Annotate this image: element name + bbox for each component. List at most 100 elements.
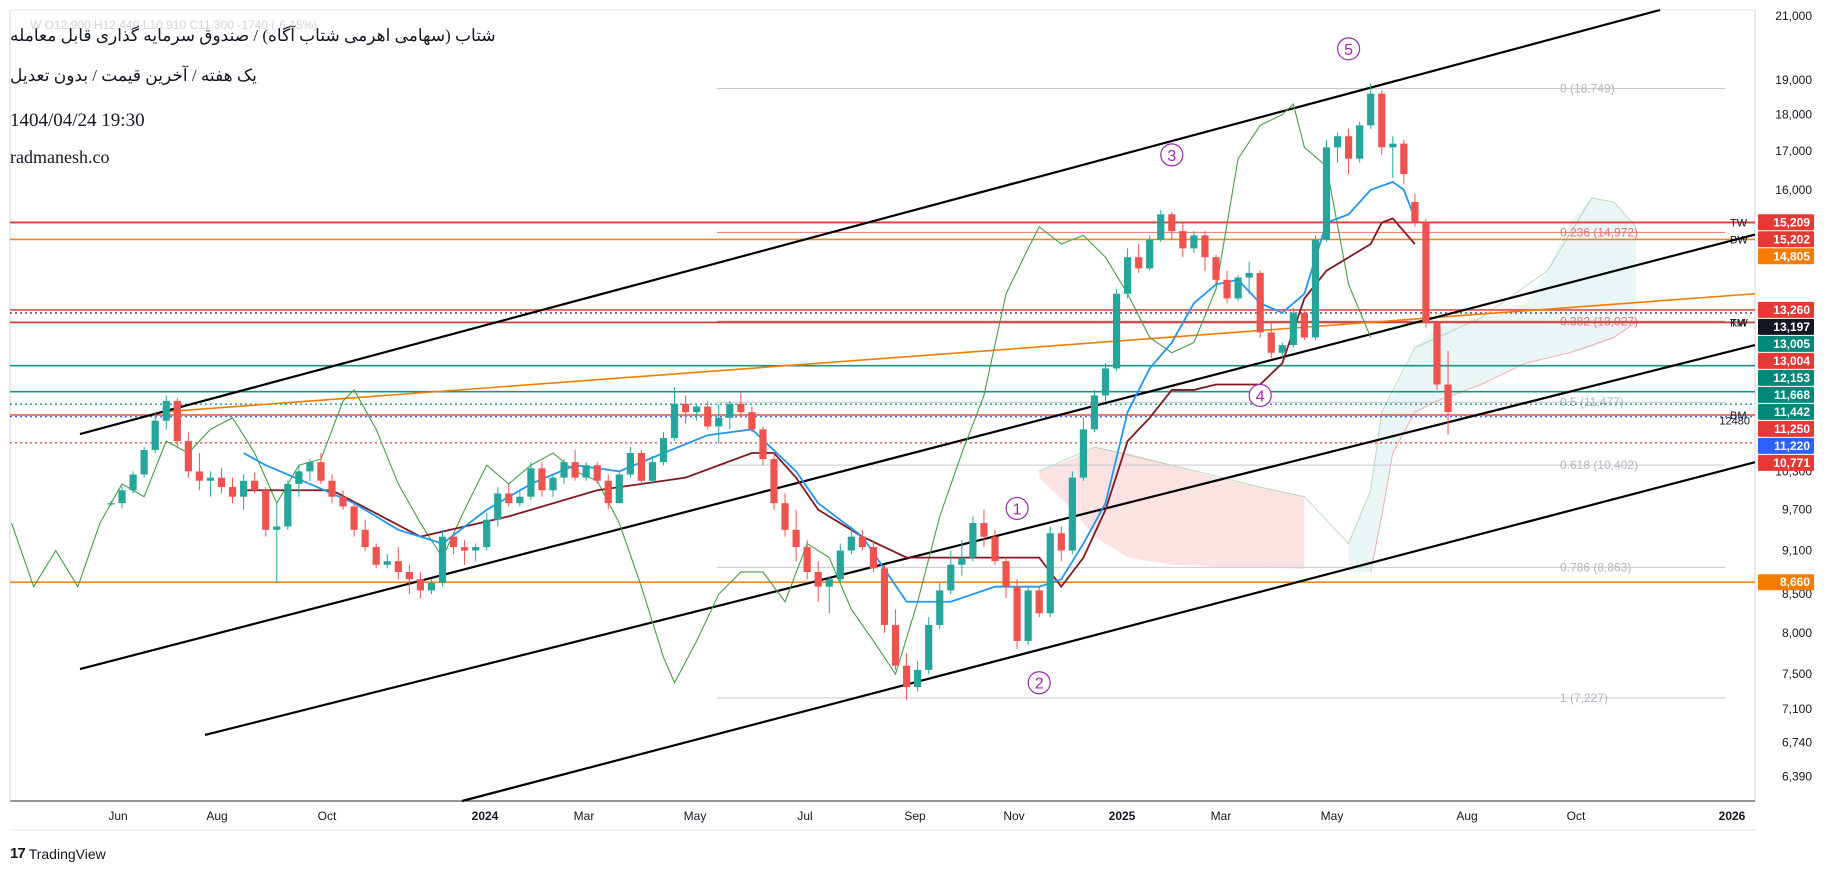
candle-body <box>494 493 502 520</box>
candle-body <box>1400 143 1408 175</box>
candle-body <box>549 477 557 491</box>
tradingview-logo-icon: 17 <box>10 845 26 862</box>
candle <box>1101 363 1110 401</box>
candle <box>284 480 292 530</box>
candle <box>1057 526 1065 562</box>
candle-body <box>969 523 977 558</box>
level-tag-kw: KW <box>1730 317 1748 329</box>
candle <box>726 400 734 430</box>
candle <box>781 493 789 537</box>
price-tag-bg <box>1758 335 1814 352</box>
candle <box>1234 275 1242 301</box>
wave-label-3: 3 <box>1167 148 1176 165</box>
candle <box>1345 128 1353 175</box>
candle <box>1433 322 1441 390</box>
candle <box>748 406 756 433</box>
candle <box>1245 261 1253 294</box>
chart-datetime: 1404/04/24 19:30 <box>10 110 145 131</box>
candle <box>869 540 878 572</box>
candle-body <box>1311 239 1320 338</box>
candle <box>1333 132 1342 163</box>
candle <box>516 490 524 507</box>
candle <box>129 471 137 494</box>
senkou-a-line <box>1038 197 1637 545</box>
kumo-red <box>1039 447 1305 570</box>
candle-body <box>726 403 734 418</box>
candle-body <box>925 624 933 670</box>
kumo-green <box>1348 197 1636 572</box>
wave-label-1: 1 <box>1013 501 1022 518</box>
price-tag-bg <box>1758 352 1814 369</box>
candle-body <box>527 468 535 497</box>
x-tick-label: Nov <box>1003 809 1024 823</box>
senkou-b-line <box>1370 322 1637 573</box>
price-tag-label: 8,660 <box>1780 575 1810 589</box>
candle-body <box>1090 395 1099 430</box>
candle-body <box>571 462 579 478</box>
time-axis: Jun Aug Oct 2024 Mar May Jul Sep Nov 2025 Mar May Au… <box>108 809 1745 823</box>
wave-circle-2 <box>1027 671 1051 695</box>
candle-body <box>737 403 745 413</box>
candle <box>1322 139 1331 242</box>
price-axis: 21,00019,00018,00017,00016,00012,60010,3… <box>1775 9 1812 783</box>
candle-body <box>1411 201 1419 223</box>
candle <box>914 661 922 692</box>
candle <box>549 474 557 497</box>
x-tick-label: May <box>684 809 707 823</box>
candle <box>1024 586 1032 646</box>
candle-body <box>317 462 325 481</box>
price-tag-label: 14,805 <box>1773 249 1810 263</box>
price-tag-label: 10,771 <box>1773 456 1810 470</box>
candle <box>825 575 833 614</box>
candle <box>903 653 911 701</box>
candle-body <box>781 503 789 530</box>
price-tag-label: 15,209 <box>1773 215 1810 229</box>
wave-circle-1 <box>1005 496 1029 521</box>
fibonacci-retracement: 0 (18,749) 0.236 (14,972) 0.382 (13,027) 0.… <box>717 82 1725 705</box>
candle <box>1201 231 1209 271</box>
candle <box>273 503 281 583</box>
candle <box>947 550 955 595</box>
x-tick-label: 2026 <box>1719 809 1746 823</box>
price-tag-label: 13,260 <box>1773 303 1810 317</box>
candle-body <box>1267 332 1275 353</box>
x-tick-label: Aug <box>1456 809 1477 823</box>
channel-line-3 <box>204 344 1756 736</box>
candle-body <box>1046 533 1054 614</box>
candle-body <box>1322 147 1331 240</box>
candle-body <box>1057 533 1065 551</box>
candle-body <box>1333 136 1342 148</box>
wave-label-4: 4 <box>1256 388 1265 405</box>
candle-body <box>516 496 524 504</box>
candle <box>582 462 590 481</box>
y-tick-label: 17,000 <box>1775 144 1812 158</box>
price-tag-bg <box>1758 231 1814 248</box>
level-tag-tm: TM <box>1730 317 1746 329</box>
candle-body <box>1002 561 1010 587</box>
tradingview-logo[interactable]: 17 TradingView <box>10 845 106 862</box>
candle-body <box>328 480 336 497</box>
candle <box>162 395 170 430</box>
fib-label-0.5: 0.5 (11,477) <box>1560 395 1624 409</box>
candle <box>1212 254 1220 285</box>
candle-body <box>195 471 203 481</box>
candles <box>107 83 1452 701</box>
candle-body <box>505 493 513 504</box>
candle <box>206 471 215 497</box>
candle-body <box>648 462 657 481</box>
candle <box>350 503 358 537</box>
ohlc-readout: W O12,900 H12,440 L10,910 C11,300 -1740 … <box>30 18 318 32</box>
candle <box>339 490 347 510</box>
candle-body <box>903 665 911 688</box>
candle-body <box>626 453 634 475</box>
candle <box>295 465 303 497</box>
candle-body <box>1389 143 1397 148</box>
candle-body <box>891 624 900 666</box>
price-tag-bg <box>1758 420 1814 437</box>
candle-body <box>416 579 424 591</box>
candle <box>1068 471 1076 555</box>
candle <box>1223 270 1231 304</box>
x-tick-label: May <box>1321 809 1344 823</box>
